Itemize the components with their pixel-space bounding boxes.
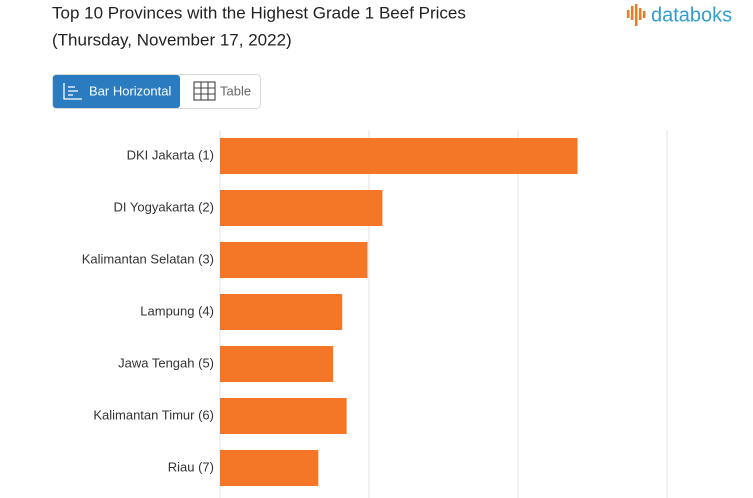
logo-icon — [627, 4, 646, 26]
tab-label: Bar Horizontal — [89, 83, 171, 98]
logo-text: databoks — [651, 4, 732, 26]
logo[interactable]: databoks — [627, 4, 732, 26]
bar — [220, 190, 383, 226]
tab-table[interactable]: Table — [193, 81, 251, 101]
y-tick-label: Lampung (4) — [140, 303, 214, 318]
tab-bar-horizontal[interactable]: Bar Horizontal — [53, 75, 180, 108]
chart-subtitle: (Thursday, November 17, 2022) — [52, 30, 292, 49]
y-tick-label: DI Yogyakarta (2) — [114, 199, 214, 214]
chart-title: Top 10 Provinces with the Highest Grade … — [52, 3, 466, 22]
bar — [220, 398, 347, 434]
tab-icon — [63, 83, 82, 100]
tab-label: Table — [220, 83, 251, 98]
y-tick-label: Kalimantan Selatan (3) — [82, 251, 214, 266]
tab-bar: Bar Horizontal Table — [52, 74, 261, 109]
bar — [220, 346, 334, 382]
bar — [220, 294, 343, 330]
y-tick-label: Kalimantan Timur (6) — [93, 407, 214, 422]
tab-icon — [193, 81, 216, 101]
tab-active-bg — [53, 75, 180, 108]
bar — [220, 450, 319, 486]
y-tick-label: Jawa Tengah (5) — [118, 355, 214, 370]
y-tick-label: DKI Jakarta (1) — [127, 147, 214, 162]
y-tick-label: Riau (7) — [168, 459, 214, 474]
bar — [220, 242, 368, 278]
bar — [220, 138, 578, 174]
